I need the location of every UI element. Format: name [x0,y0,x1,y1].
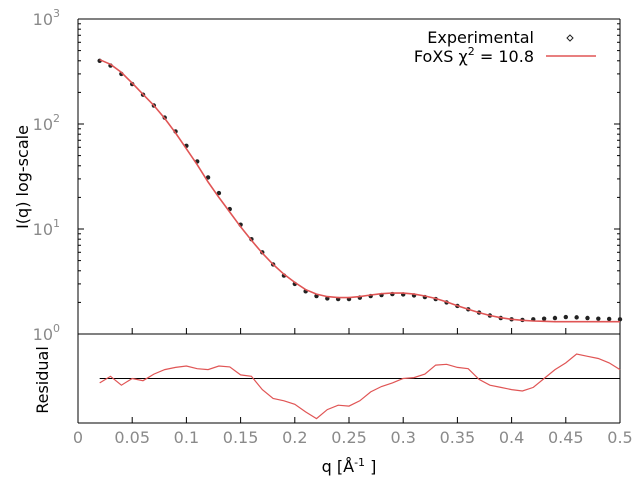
experimental-point [617,317,623,322]
x-axis-title-post: ] [365,457,376,476]
x-tick-label-1: 0.05 [114,428,150,447]
x-tick-label-0: 0 [73,428,83,447]
legend-fit-post: = 10.8 [475,47,534,66]
legend-fit-label: FoXS χ2 = 10.8 [414,45,534,66]
experimental-point [552,315,558,321]
x-ticks: 0 0.05 0.1 0.15 0.2 0.25 0.3 0.35 0.4 0.45 0.5 [73,328,633,447]
legend: Experimental FoXS χ2 = 10.8 [414,28,596,66]
y-tick-label-2: 102 [33,112,60,134]
x-tick-label-3: 0.15 [223,428,259,447]
upper-axes [77,18,621,335]
foxs-fit-line [99,58,620,323]
experimental-point [541,316,547,321]
experimental-series [97,58,623,323]
x-tick-label-6: 0.3 [390,428,415,447]
experimental-point [606,316,612,322]
y-tick-label-0: 100 [33,322,60,344]
residual-line [99,353,621,420]
upper-y-ticks: 100 101 102 103 [33,7,620,344]
x-tick-label-10: 0.5 [607,428,632,447]
x-axis-title-pre: q [Å [322,457,354,476]
x-tick-label-7: 0.35 [440,428,476,447]
experimental-point [596,316,601,321]
experimental-point [574,315,579,320]
x-axis-title-sup: -1 [354,456,365,469]
y-tick-label-1: 101 [33,217,60,239]
legend-fit-pre: FoXS χ [414,47,468,66]
y-tick-label-3: 103 [33,7,60,29]
y-axis-title: I(q) log-scale [13,125,32,229]
x-axis-title: q [Å-1 ] [322,456,377,476]
legend-fit-sup: 2 [468,45,475,58]
experimental-point [585,315,590,321]
legend-experimental-label: Experimental [427,28,534,47]
experimental-point [563,314,568,320]
x-tick-label-4: 0.2 [282,428,307,447]
x-tick-label-9: 0.45 [548,428,584,447]
residual-axis-title: Residual [33,346,52,414]
x-tick-label-2: 0.1 [174,428,199,447]
experimental-point [216,190,222,196]
experimental-point [205,175,211,180]
x-tick-label-5: 0.25 [331,428,367,447]
legend-experimental-marker [566,34,574,42]
x-tick-label-8: 0.4 [499,428,524,447]
